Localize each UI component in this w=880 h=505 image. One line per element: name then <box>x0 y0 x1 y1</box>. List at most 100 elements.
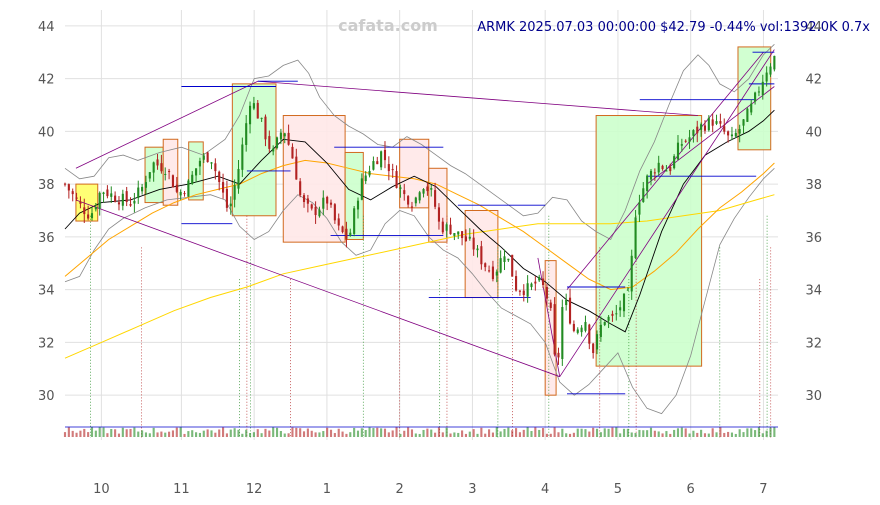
volume-bar <box>333 433 336 437</box>
candle-body <box>368 170 371 176</box>
candle-body <box>71 191 74 195</box>
volume-bar <box>688 433 691 437</box>
candle-body <box>179 191 182 196</box>
candle-body <box>129 204 132 206</box>
volume-bar <box>164 432 167 437</box>
candle-body <box>245 123 248 145</box>
volume-bar <box>407 427 410 437</box>
candle-body <box>565 299 568 306</box>
candle-body <box>295 156 298 180</box>
candle-body <box>75 197 78 199</box>
candle-body <box>665 170 668 172</box>
candle-body <box>322 197 325 209</box>
candle-body <box>773 55 776 70</box>
pattern-box <box>428 167 448 243</box>
candle-body <box>87 214 90 219</box>
volume-bar <box>484 433 487 437</box>
candle-body <box>407 196 410 205</box>
candle-body <box>191 174 194 184</box>
volume-bar <box>87 432 90 437</box>
volume-bar <box>168 431 171 437</box>
candle-body <box>202 155 205 160</box>
candle-body <box>646 175 649 191</box>
volume-bar <box>117 433 121 437</box>
candle-body <box>707 117 710 131</box>
candle-body <box>738 129 741 134</box>
volume-bar <box>387 432 390 437</box>
candle-body <box>106 189 109 197</box>
candlesticks <box>63 55 776 366</box>
candle-body <box>491 266 494 280</box>
volume-bar <box>83 428 86 437</box>
volume-bar <box>110 429 113 437</box>
candle-body <box>341 226 344 233</box>
volume-bar <box>195 432 198 437</box>
candle-body <box>437 207 441 222</box>
candle-body <box>746 108 749 122</box>
volume-bar <box>345 433 348 437</box>
candle-body <box>110 193 113 197</box>
x-tick-label: 2 <box>396 482 404 497</box>
candle-body <box>380 151 383 168</box>
volume-bar <box>125 429 128 437</box>
volume-bar <box>403 430 406 437</box>
candle-body <box>264 116 267 140</box>
volume-bar <box>225 433 228 437</box>
volume-bar <box>561 428 564 437</box>
candle-body <box>90 213 94 219</box>
candle-body <box>441 221 444 233</box>
candle-body <box>599 324 602 337</box>
volume-bar <box>526 427 529 437</box>
volume-bar <box>518 432 521 437</box>
candle-body <box>649 170 653 180</box>
candle-body <box>67 184 70 191</box>
volume-bar <box>272 427 275 437</box>
volume-bar <box>364 429 367 437</box>
volume-bar <box>700 429 703 437</box>
candle-body <box>592 343 595 354</box>
moving-averages <box>64 109 775 359</box>
candle-body <box>206 152 209 163</box>
candle-body <box>414 197 417 204</box>
y-tick-label-right: 40 <box>805 125 822 140</box>
volume-bar <box>260 433 263 437</box>
volume-bar <box>588 431 591 437</box>
volume-bar <box>310 430 313 437</box>
candle-body <box>626 289 629 291</box>
x-tick-label: 12 <box>246 482 263 497</box>
volume-bar <box>723 432 726 437</box>
volume-bar <box>684 428 687 437</box>
volume-bar <box>322 431 325 437</box>
volume-bar <box>144 432 148 437</box>
volume-bar <box>773 427 776 437</box>
volume-bar <box>464 433 468 437</box>
candle-body <box>160 163 163 172</box>
y-tick-label-right: 32 <box>805 336 822 351</box>
candle-body <box>611 313 614 316</box>
volume-bar <box>595 428 599 437</box>
candle-body <box>345 228 348 239</box>
volume-bar <box>607 428 610 437</box>
candle-body <box>703 125 707 131</box>
volume-bar <box>707 433 710 437</box>
candle-body <box>638 202 641 215</box>
volume-bar <box>584 429 587 437</box>
candle-body <box>183 193 186 195</box>
volume-bar <box>264 428 267 437</box>
candle-body <box>657 162 660 173</box>
volume-bar <box>314 432 317 437</box>
trendline <box>75 80 258 169</box>
candle-body <box>715 121 718 124</box>
volume-bar <box>653 430 656 437</box>
candle-body <box>314 206 317 216</box>
candle-body <box>279 132 282 140</box>
candle-body <box>750 103 753 113</box>
candle-body <box>453 233 456 236</box>
volume-bar <box>360 428 363 437</box>
candle-body <box>476 248 479 251</box>
candle-body <box>333 204 336 221</box>
candle-body <box>515 276 518 291</box>
volume-bar <box>715 432 718 437</box>
